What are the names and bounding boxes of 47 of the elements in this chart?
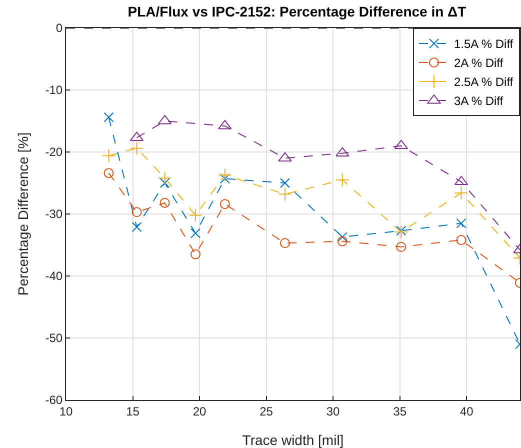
point	[456, 235, 466, 246]
chart-title: PLA/Flux vs IPC-2152: Percentage Difference in ΔT	[128, 4, 467, 20]
point	[102, 148, 116, 163]
point	[337, 236, 348, 246]
y-tick-label: -40	[45, 269, 63, 284]
point	[394, 225, 408, 239]
point	[278, 187, 292, 201]
point	[160, 198, 170, 208]
point	[160, 178, 170, 188]
y-tick-label: -20	[45, 145, 63, 160]
point	[104, 168, 114, 178]
y-tick-label: -10	[45, 83, 63, 98]
point	[456, 218, 466, 228]
point	[396, 242, 406, 252]
x-tick-label: 40	[460, 404, 474, 418]
x-tick-label: 20	[192, 404, 207, 418]
point	[190, 249, 201, 260]
point	[104, 112, 114, 122]
x-tick-label: 25	[260, 404, 274, 418]
point	[280, 178, 290, 188]
point	[190, 228, 201, 238]
point	[220, 174, 230, 184]
legend-label: 2A % Diff	[454, 56, 504, 70]
legend-label: 1.5A % Diff	[454, 37, 514, 52]
point	[132, 207, 142, 218]
point	[220, 199, 230, 210]
x-tick-label: 30	[326, 404, 340, 418]
point	[336, 173, 350, 187]
y-tick-label: -30	[45, 207, 63, 222]
point	[280, 238, 290, 248]
point	[158, 171, 172, 185]
point	[218, 168, 232, 182]
point	[188, 208, 202, 222]
legend-label: 3A % Diff	[454, 94, 504, 108]
point	[218, 120, 232, 130]
x-tick-label: 35	[393, 404, 407, 418]
point	[396, 226, 406, 236]
point	[132, 222, 142, 232]
x-tick-label: 15	[126, 404, 140, 418]
y-axis-title: Percentage Difference [%]	[15, 132, 31, 296]
point	[454, 186, 468, 200]
point	[130, 141, 144, 156]
legend-label: 2.5A % Diff	[454, 75, 514, 90]
point	[337, 232, 348, 242]
x-axis-title: Trace width [mil]	[242, 432, 344, 448]
y-tick-label: -50	[45, 331, 63, 346]
y-tick-label: 0	[56, 21, 63, 36]
